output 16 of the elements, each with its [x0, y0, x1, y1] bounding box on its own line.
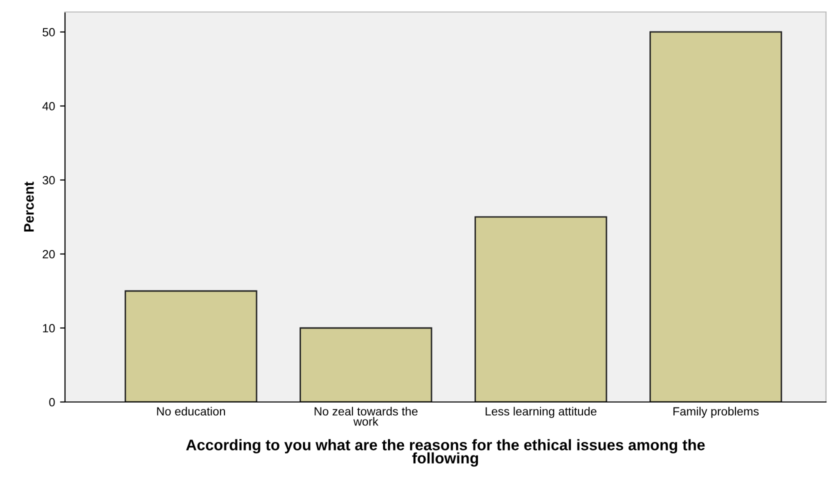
x-axis-title: According to you what are the reasons for the ethical issues among the following [186, 439, 705, 467]
x-tick-label: Less learning attitude [486, 406, 596, 418]
bar [649, 31, 782, 402]
bar [124, 290, 258, 402]
x-tick-label: No zeal towards the work [314, 406, 418, 426]
y-tick-label: 0 [49, 398, 55, 406]
y-tick-label: 50 [42, 28, 55, 36]
y-tick-label: 40 [42, 102, 55, 110]
bar [474, 216, 608, 402]
y-axis-title: Percent [24, 182, 34, 232]
y-tick-label: 30 [42, 176, 55, 184]
y-tick-label: 20 [42, 250, 55, 258]
x-tick-label: Family problems [673, 406, 759, 418]
bar [300, 327, 432, 402]
y-tick-label: 10 [43, 324, 55, 332]
x-tick-label: No education [157, 406, 225, 416]
